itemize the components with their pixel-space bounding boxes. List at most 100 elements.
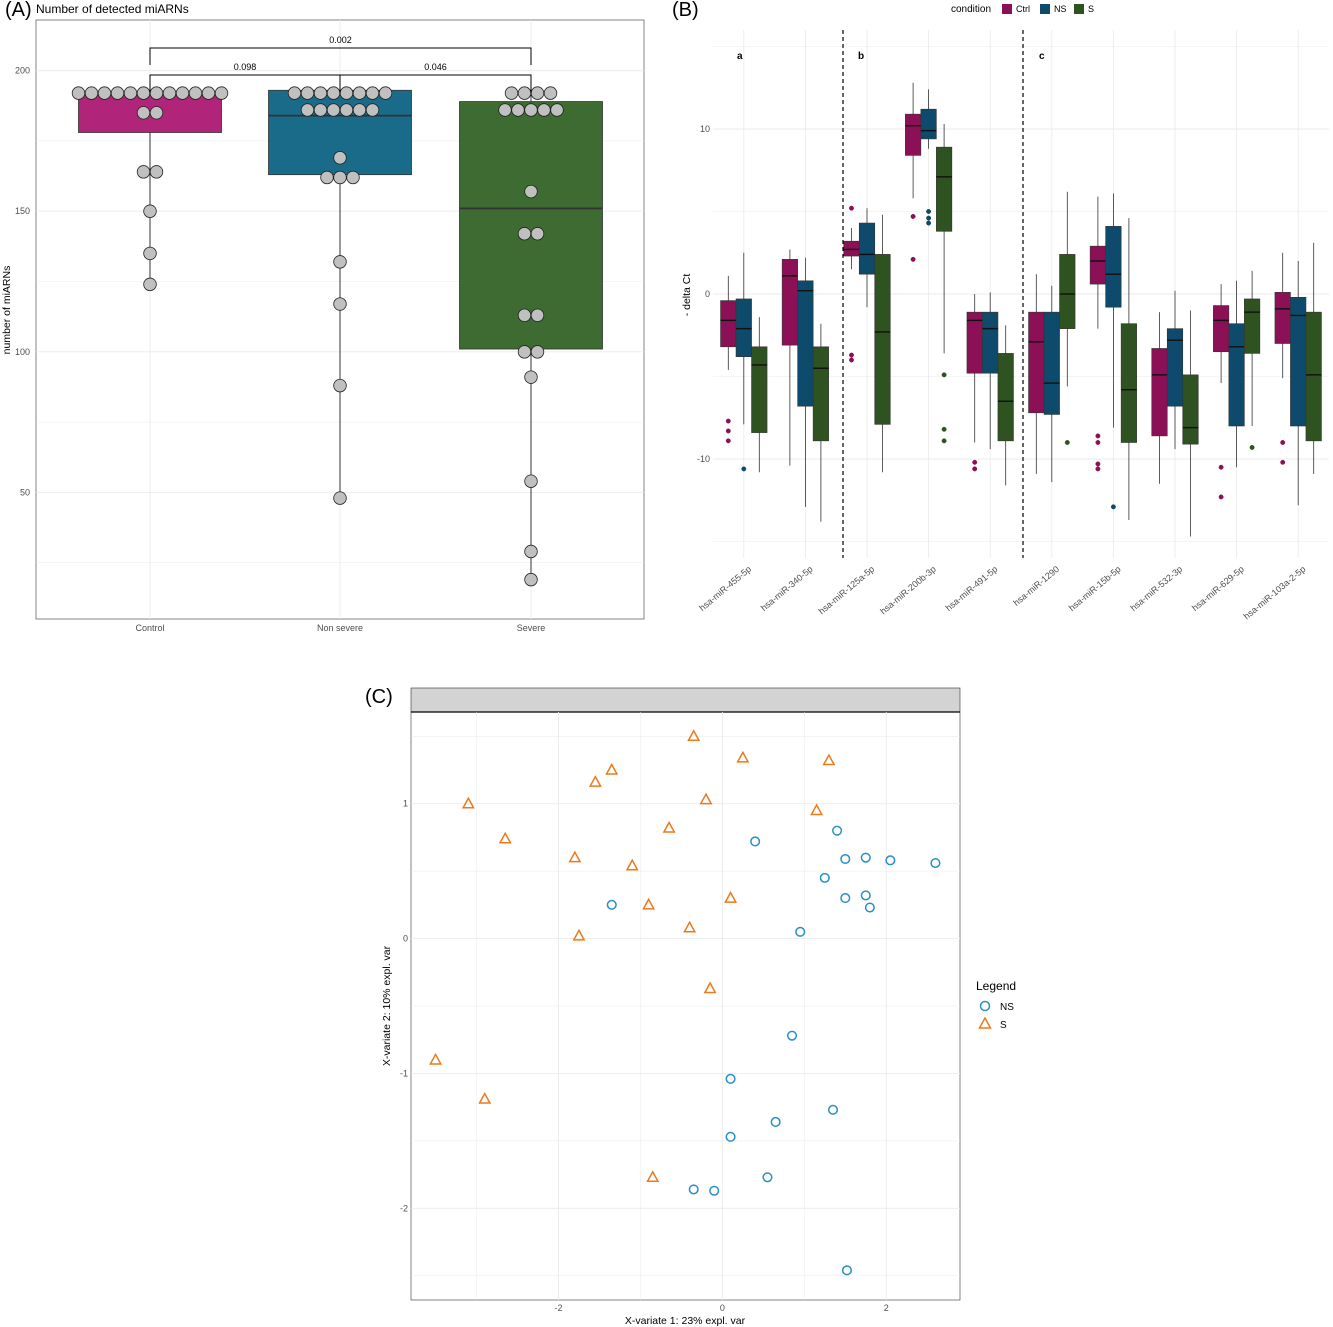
- data-point: [313, 103, 328, 117]
- outlier-point: [972, 466, 978, 472]
- data-point: [188, 86, 203, 100]
- ns-point: [832, 825, 843, 836]
- data-point: [136, 106, 151, 120]
- panel-a-title: Number of detected miARNs: [36, 2, 189, 16]
- panel-a-significance-brackets: 0.002 0.098 0.046: [149, 35, 532, 93]
- data-point: [530, 227, 545, 241]
- outlier-point: [725, 418, 731, 424]
- data-point: [524, 474, 538, 488]
- outlier-point: [1280, 440, 1286, 445]
- data-point: [524, 370, 538, 384]
- box: [982, 311, 999, 374]
- s-point: [683, 920, 697, 933]
- data-point: [517, 308, 532, 322]
- panel-a: (A) Number of detected miARNs number of …: [1, 0, 645, 633]
- panel-a-ylabel: number of miARNs: [1, 266, 13, 355]
- x-tick-label: hsa-miR-125a-5p: [817, 564, 877, 616]
- box: [843, 240, 860, 257]
- s-point: [646, 1170, 660, 1183]
- y-tick-label: 100: [15, 347, 30, 357]
- data-point: [352, 103, 367, 117]
- data-point: [504, 86, 519, 100]
- data-point: [524, 572, 538, 587]
- section-label-a: a: [737, 51, 743, 62]
- data-point: [333, 151, 347, 165]
- x-tick-label: hsa-miR-532-3p: [1128, 564, 1184, 613]
- s-point: [568, 850, 582, 863]
- data-point: [346, 170, 360, 185]
- box: [1290, 296, 1307, 427]
- data-point: [201, 86, 216, 100]
- s-point: [498, 831, 512, 844]
- box: [1228, 323, 1245, 427]
- s-point: [687, 729, 701, 742]
- x-tick-label: hsa-miR-340-5p: [759, 564, 815, 613]
- outlier-point: [849, 205, 854, 211]
- data-point: [313, 86, 328, 100]
- ns-point: [819, 872, 830, 883]
- data-point: [214, 86, 229, 100]
- data-point: [162, 86, 177, 100]
- bracket: [339, 74, 532, 93]
- outlier-point: [972, 459, 978, 465]
- y-tick-label: -2: [400, 1203, 408, 1213]
- x-tick-label: Control: [135, 623, 164, 633]
- outlier-point: [725, 438, 731, 444]
- bracket: [149, 47, 532, 65]
- box: [1089, 245, 1106, 285]
- panel-c-xlabel: X-variate 1: 23% expl. var: [625, 1315, 746, 1327]
- data-point: [71, 86, 86, 100]
- ns-point: [860, 890, 871, 901]
- box: [858, 222, 876, 275]
- legend-s-marker: [978, 1016, 992, 1029]
- legend-ns-label: NS: [1000, 1002, 1014, 1013]
- data-point: [110, 86, 125, 100]
- s-point: [605, 762, 619, 775]
- box: [1182, 374, 1199, 445]
- data-point: [143, 246, 157, 261]
- data-point: [517, 345, 532, 359]
- data-point: [84, 86, 99, 100]
- ns-point: [860, 852, 871, 863]
- data-point: [365, 103, 380, 117]
- y-tick-label: 10: [700, 124, 710, 134]
- data-point: [149, 106, 164, 120]
- outlier-point: [941, 438, 947, 444]
- outlier-point: [725, 428, 731, 434]
- data-point: [524, 184, 538, 199]
- data-point: [530, 86, 545, 100]
- data-point: [517, 86, 532, 100]
- p-value-label: 0.098: [234, 62, 257, 72]
- box: [720, 300, 737, 348]
- panel-c: (C) 1 0 -1 -2 -2 0 2 X-variate 1: 23% expl. v…: [365, 686, 1016, 1327]
- box: [1120, 323, 1137, 443]
- y-tick-label: 0: [403, 934, 408, 944]
- outlier-point: [1095, 466, 1101, 472]
- data-point: [352, 86, 367, 100]
- x-tick-label: hsa-miR-491-5p: [944, 564, 1000, 613]
- panel-b-letter: (B): [672, 0, 699, 21]
- data-point: [320, 170, 334, 185]
- data-point: [143, 204, 157, 218]
- panel-c-points: [429, 729, 941, 1276]
- data-point: [143, 277, 157, 292]
- data-point: [333, 491, 347, 505]
- outlier-point: [910, 256, 916, 262]
- ns-point: [840, 853, 851, 865]
- ns-point: [688, 1184, 699, 1195]
- s-point: [736, 750, 750, 763]
- data-point: [136, 86, 151, 100]
- s-point: [478, 1091, 492, 1104]
- panel-a-points: [71, 86, 564, 587]
- box: [966, 311, 983, 374]
- data-point: [498, 103, 512, 117]
- outlier-point: [1218, 464, 1224, 470]
- s-point: [429, 1052, 443, 1065]
- outlier-point: [926, 215, 932, 221]
- x-tick-label: hsa-miR-103a-2-5p: [1242, 564, 1308, 622]
- outlier-point: [941, 372, 947, 378]
- box: [1213, 305, 1230, 353]
- outlier-point: [1095, 440, 1101, 445]
- x-tick-label: Severe: [517, 623, 546, 633]
- s-point: [588, 775, 602, 787]
